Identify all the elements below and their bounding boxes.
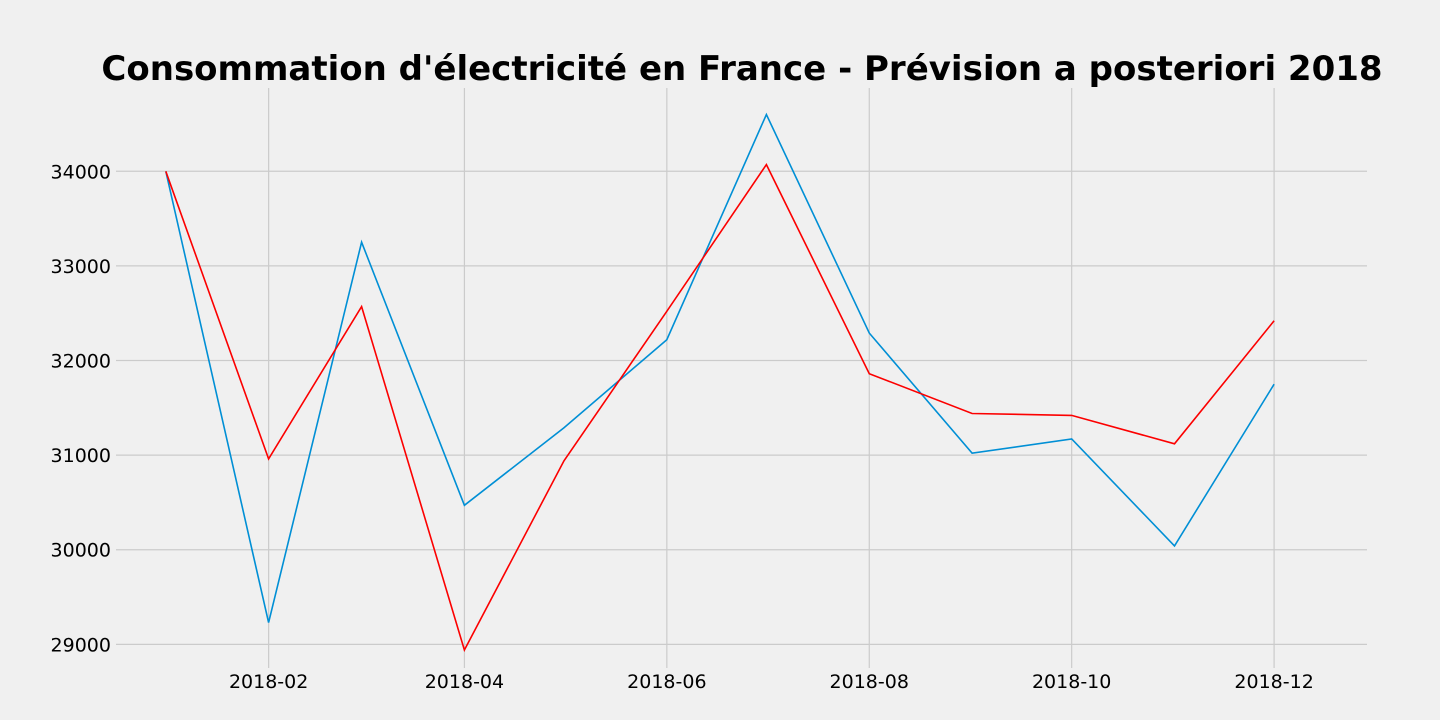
y-tick-label: 31000 [51,445,111,467]
x-tick-label: 2018-12 [1234,671,1313,693]
x-tick-label: 2018-06 [627,671,706,693]
y-tick-label: 32000 [51,350,111,372]
chart-title: Consommation d'électricité en France - P… [101,49,1382,89]
series-line-2 [165,163,1275,653]
x-tick-label: 2018-10 [1032,671,1111,693]
series-line-1 [165,112,1275,623]
y-tick-label: 34000 [51,161,111,183]
y-tick-label: 30000 [51,540,111,562]
series-layer [165,112,1275,653]
y-tick-label: 33000 [51,256,111,278]
grid-layer [116,88,1367,668]
y-tick-label: 29000 [51,634,111,656]
x-tick-label: 2018-08 [830,671,909,693]
x-tick-label: 2018-04 [425,671,504,693]
x-tick-label: 2018-02 [229,671,308,693]
tick-labels: 29000 30000 31000 32000 33000 34000 2018-02 201… [51,161,1314,693]
